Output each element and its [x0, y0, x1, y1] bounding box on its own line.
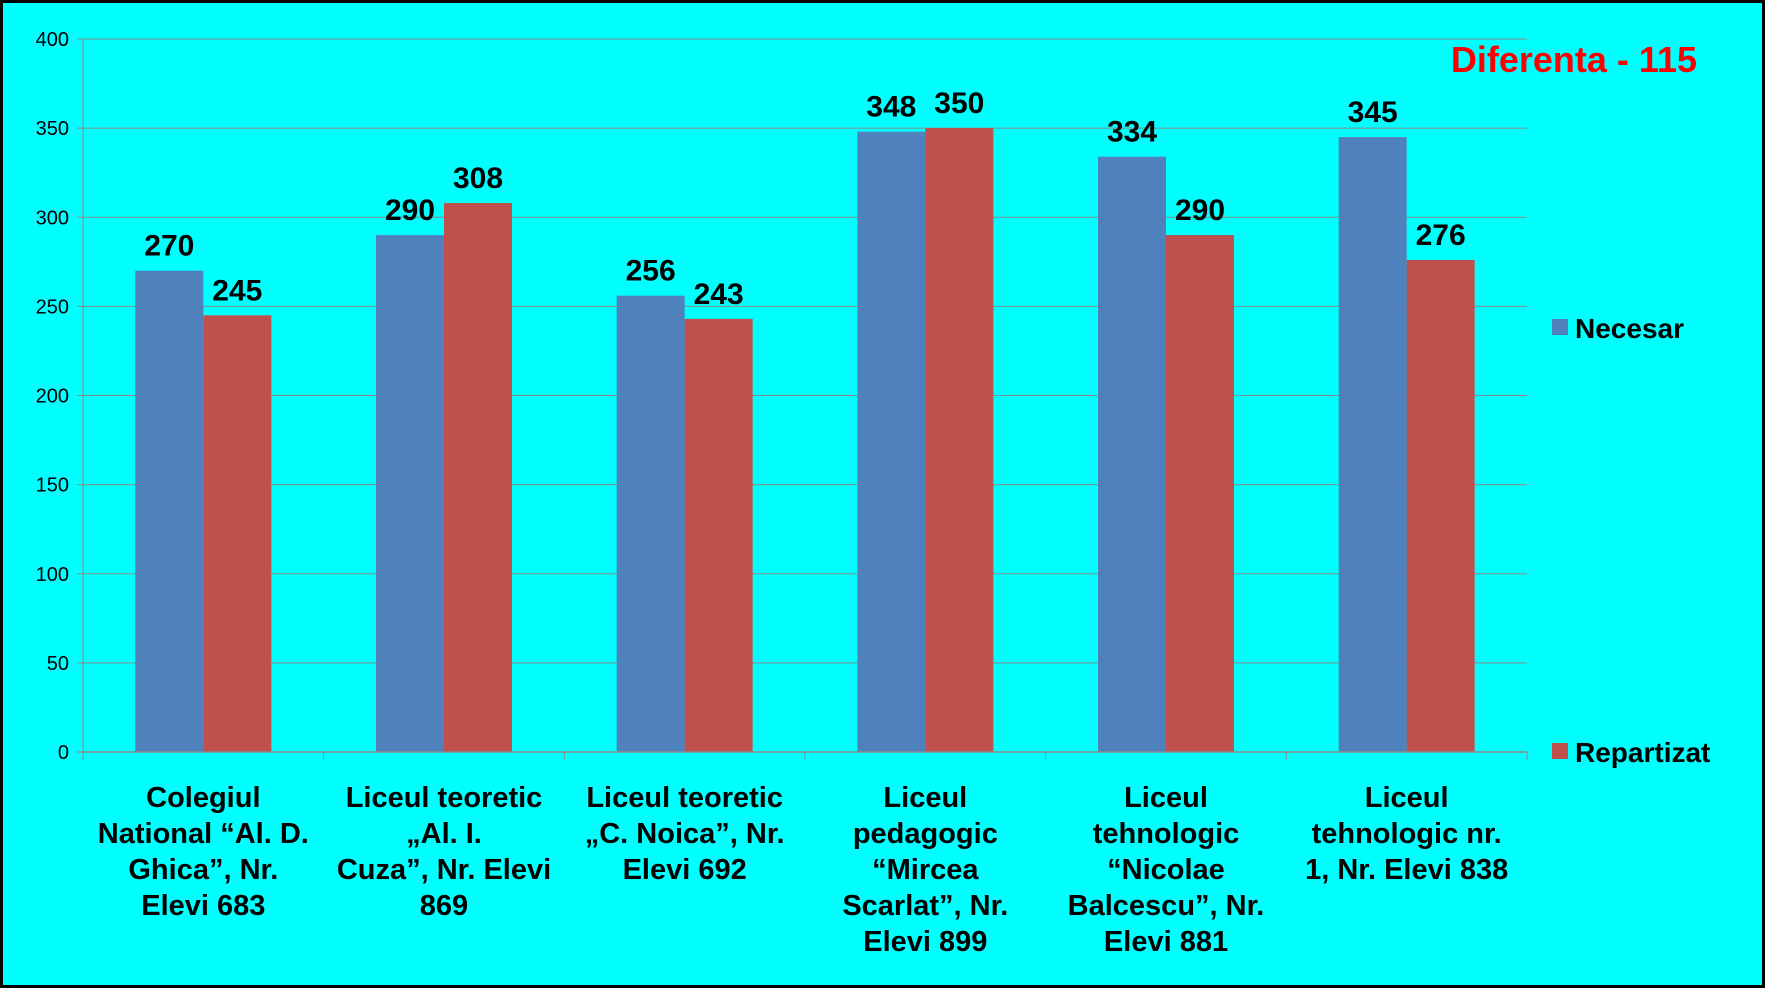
- annotation-diferenta: Diferenta - 115: [1451, 39, 1697, 80]
- bar-repartizat-6[interactable]: [1406, 260, 1475, 752]
- y-tick-label: 200: [36, 386, 69, 408]
- y-tick-label: 150: [36, 475, 69, 497]
- legend-label-repartizat: Repartizat: [1575, 737, 1710, 768]
- y-tick-label: 400: [36, 29, 69, 51]
- data-label-necesar-5: 334: [1107, 116, 1157, 149]
- x-category-label: Liceul teoretic „Al. I. Cuza”, Nr. Elevi…: [336, 782, 552, 922]
- bar-repartizat-3[interactable]: [684, 318, 753, 752]
- legend-label-necesar: Necesar: [1575, 313, 1684, 344]
- data-label-necesar-3: 256: [626, 255, 676, 288]
- x-category-label: Colegiul National “Al. D. Ghica”, Nr. El…: [97, 782, 309, 922]
- legend: Necesar Repartizat: [1552, 313, 1710, 768]
- bar-necesar-2[interactable]: [376, 235, 444, 752]
- legend-swatch-repartizat: [1552, 743, 1568, 759]
- data-label-repartizat-4: 350: [934, 87, 984, 120]
- x-category-label: Liceul tehnologic “Nicolae Balcescu”, Nr…: [1067, 782, 1265, 958]
- bar-necesar-6[interactable]: [1338, 137, 1407, 753]
- x-category-label: Liceul teoretic „C. Noica”, Nr. Elevi 69…: [584, 782, 785, 886]
- y-tick-label: 100: [36, 564, 69, 586]
- data-label-repartizat-6: 276: [1416, 219, 1466, 252]
- data-label-repartizat-1: 245: [212, 274, 262, 307]
- bar-necesar-5[interactable]: [1098, 156, 1166, 752]
- data-label-necesar-1: 270: [144, 230, 194, 263]
- y-tick-label: 350: [36, 118, 69, 140]
- bars: [135, 128, 1475, 753]
- gridlines: [83, 38, 1527, 664]
- bar-necesar-1[interactable]: [135, 270, 204, 752]
- bar-repartizat-5[interactable]: [1166, 235, 1234, 752]
- x-axis: [82, 751, 1528, 760]
- data-label-necesar-6: 345: [1348, 96, 1398, 129]
- bar-repartizat-1[interactable]: [203, 315, 272, 752]
- y-axis: 0 50 100 150 200 250 300 350 400: [36, 29, 84, 764]
- bar-repartizat-4[interactable]: [925, 128, 994, 752]
- y-tick-label: 250: [36, 296, 69, 318]
- bar-necesar-4[interactable]: [857, 131, 926, 752]
- y-tick-label: 0: [58, 742, 69, 764]
- x-category-label: Liceul tehnologic nr. 1, Nr. Elevi 838: [1305, 782, 1509, 886]
- data-label-necesar-2: 290: [385, 194, 435, 227]
- y-tick-label: 50: [47, 653, 69, 675]
- legend-item-repartizat[interactable]: Repartizat: [1552, 737, 1710, 768]
- data-label-repartizat-2: 308: [453, 162, 503, 195]
- data-label-repartizat-3: 243: [694, 278, 744, 311]
- x-category-label: Liceul pedagogic “Mircea Scarlat”, Nr. E…: [842, 782, 1009, 958]
- legend-swatch-necesar: [1552, 319, 1568, 335]
- bar-necesar-3[interactable]: [616, 295, 685, 752]
- data-label-necesar-4: 348: [866, 91, 916, 124]
- y-tick-label: 300: [36, 207, 69, 229]
- bar-repartizat-2[interactable]: [444, 202, 512, 753]
- data-label-repartizat-5: 290: [1175, 194, 1225, 227]
- data-labels: 270 290 256 348 334 345 245 308 243 350 290 276: [144, 87, 1465, 311]
- legend-item-necesar[interactable]: Necesar: [1552, 313, 1684, 344]
